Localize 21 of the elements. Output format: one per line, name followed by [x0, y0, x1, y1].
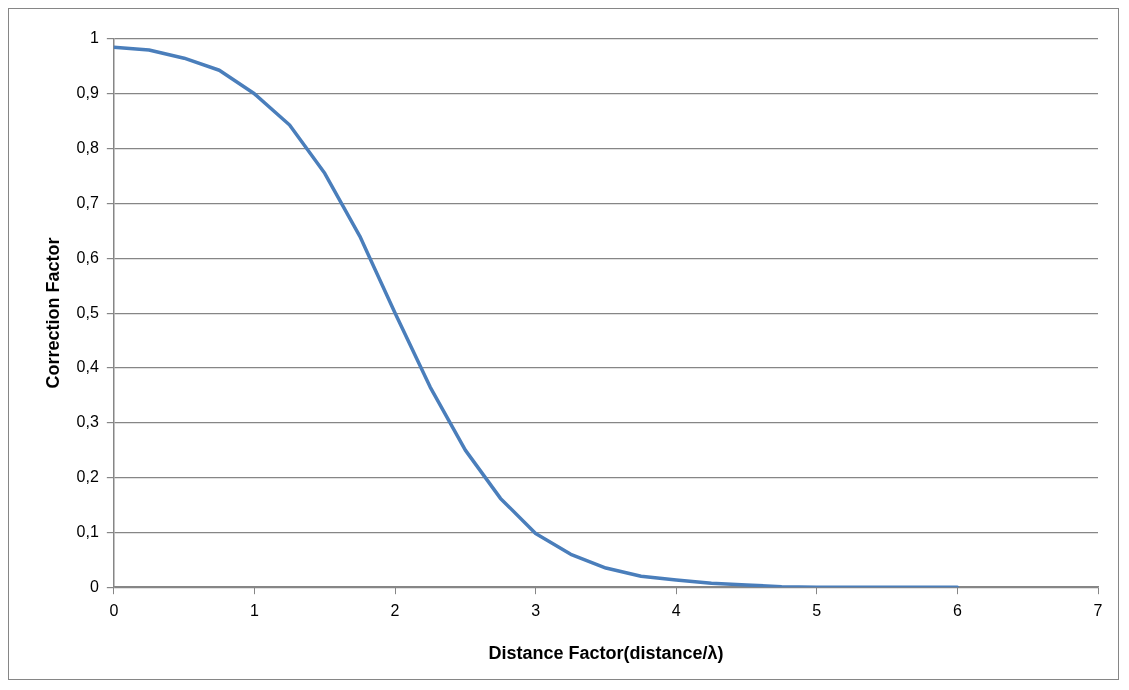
x-tick-label: 3 — [531, 602, 541, 620]
y-tick-label: 0,3 — [76, 413, 99, 431]
x-axis-title: Distance Factor(distance/λ) — [488, 643, 724, 664]
x-tick-label: 6 — [952, 602, 962, 620]
x-tick-label: 4 — [671, 602, 681, 620]
x-tick-label: 1 — [249, 602, 259, 620]
x-tick-label: 5 — [812, 602, 822, 620]
y-tick-label: 0,9 — [76, 84, 99, 102]
y-tick-label: 0,1 — [76, 522, 99, 540]
y-axis-title: Correction Factor — [42, 237, 63, 389]
y-tick-label: 0,8 — [76, 139, 99, 157]
y-tick-label: 0,7 — [76, 193, 99, 211]
y-tick-label: 0,4 — [76, 358, 99, 376]
y-tick-label: 0,6 — [76, 248, 99, 266]
y-tick-label: 0 — [89, 577, 99, 595]
x-tick-label: 7 — [1093, 602, 1103, 620]
y-tick-label: 0,2 — [76, 467, 99, 485]
x-tick-label: 2 — [390, 602, 400, 620]
x-tick-label: 0 — [109, 602, 119, 620]
y-tick-label: 0,5 — [76, 303, 99, 321]
y-tick-label: 1 — [89, 29, 99, 47]
